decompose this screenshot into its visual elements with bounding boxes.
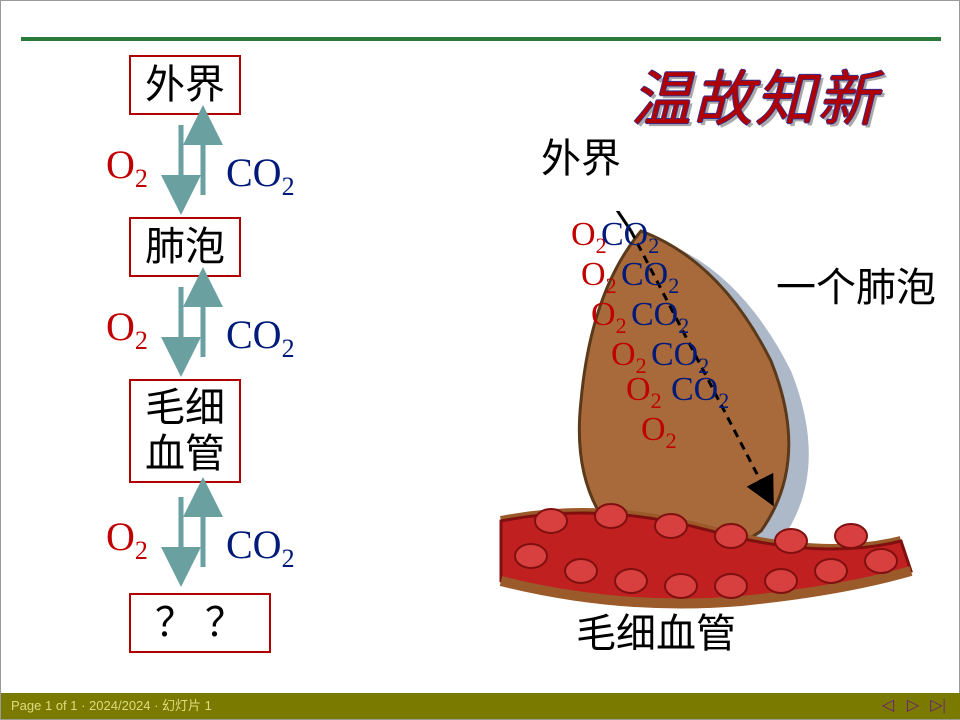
blood-cell (715, 524, 747, 548)
co2-label-2: CO2 (226, 311, 295, 364)
blood-cell (715, 574, 747, 598)
nav-end-button[interactable]: ▷| (927, 696, 949, 716)
footer-bar: Page 1 of 1 · 2024/2024 · 幻灯片 1 (1, 693, 960, 719)
box-alveolus: 肺泡 (129, 217, 241, 277)
blood-cell (565, 559, 597, 583)
co2-label-1: CO2 (226, 149, 295, 202)
box-capillary-label: 毛细 血管 (145, 385, 225, 476)
blood-cell (595, 504, 627, 528)
slide: 温故知新 外界 O2 CO2 肺泡 O2 CO2 毛细 血管 O2 CO2 ？ … (0, 0, 960, 720)
o2-anim-2: O2 (591, 296, 627, 339)
o2-anim-1: O2 (581, 256, 617, 299)
blood-cell (865, 549, 897, 573)
blood-cell (615, 569, 647, 593)
co2-anim-0: CO2 (601, 216, 659, 259)
box-external-label: 外界 (145, 62, 225, 107)
co2-anim-1: CO2 (621, 256, 679, 299)
o2-anim-5: O2 (641, 411, 677, 454)
arrows-2 (171, 281, 221, 371)
footer-text: Page 1 of 1 · 2024/2024 · 幻灯片 1 (11, 698, 212, 713)
co2-anim-4: CO2 (671, 371, 729, 414)
blood-cell (775, 529, 807, 553)
right-external-label: 外界 (541, 126, 621, 184)
box-external: 外界 (129, 55, 241, 115)
top-rule (21, 37, 941, 41)
blood-cell (815, 559, 847, 583)
blood-cell (765, 569, 797, 593)
nav-next-button[interactable]: ▷ (902, 696, 924, 716)
blood-cell (515, 544, 547, 568)
nav-prev-button[interactable]: ◁ (877, 696, 899, 716)
o2-label-2: O2 (106, 303, 148, 356)
co2-anim-2: CO2 (631, 296, 689, 339)
box-unknown-label: ？ ？ (155, 600, 245, 645)
blood-cell (835, 524, 867, 548)
arrows-3 (171, 491, 221, 581)
blood-cell (655, 514, 687, 538)
o2-label-1: O2 (106, 141, 148, 194)
box-alveolus-label: 肺泡 (145, 224, 225, 269)
blood-cell (535, 509, 567, 533)
slide-title: 温故知新 (631, 51, 879, 138)
box-unknown: ？ ？ (129, 593, 271, 653)
o2-anim-4: O2 (626, 371, 662, 414)
o2-label-3: O2 (106, 513, 148, 566)
co2-label-3: CO2 (226, 521, 295, 574)
box-capillary: 毛细 血管 (129, 379, 241, 483)
gas-exchange-stack: O2CO2O2CO2O2CO2O2CO2O2CO2O2 (571, 216, 771, 476)
arrows-1 (171, 119, 221, 209)
blood-cell (665, 574, 697, 598)
